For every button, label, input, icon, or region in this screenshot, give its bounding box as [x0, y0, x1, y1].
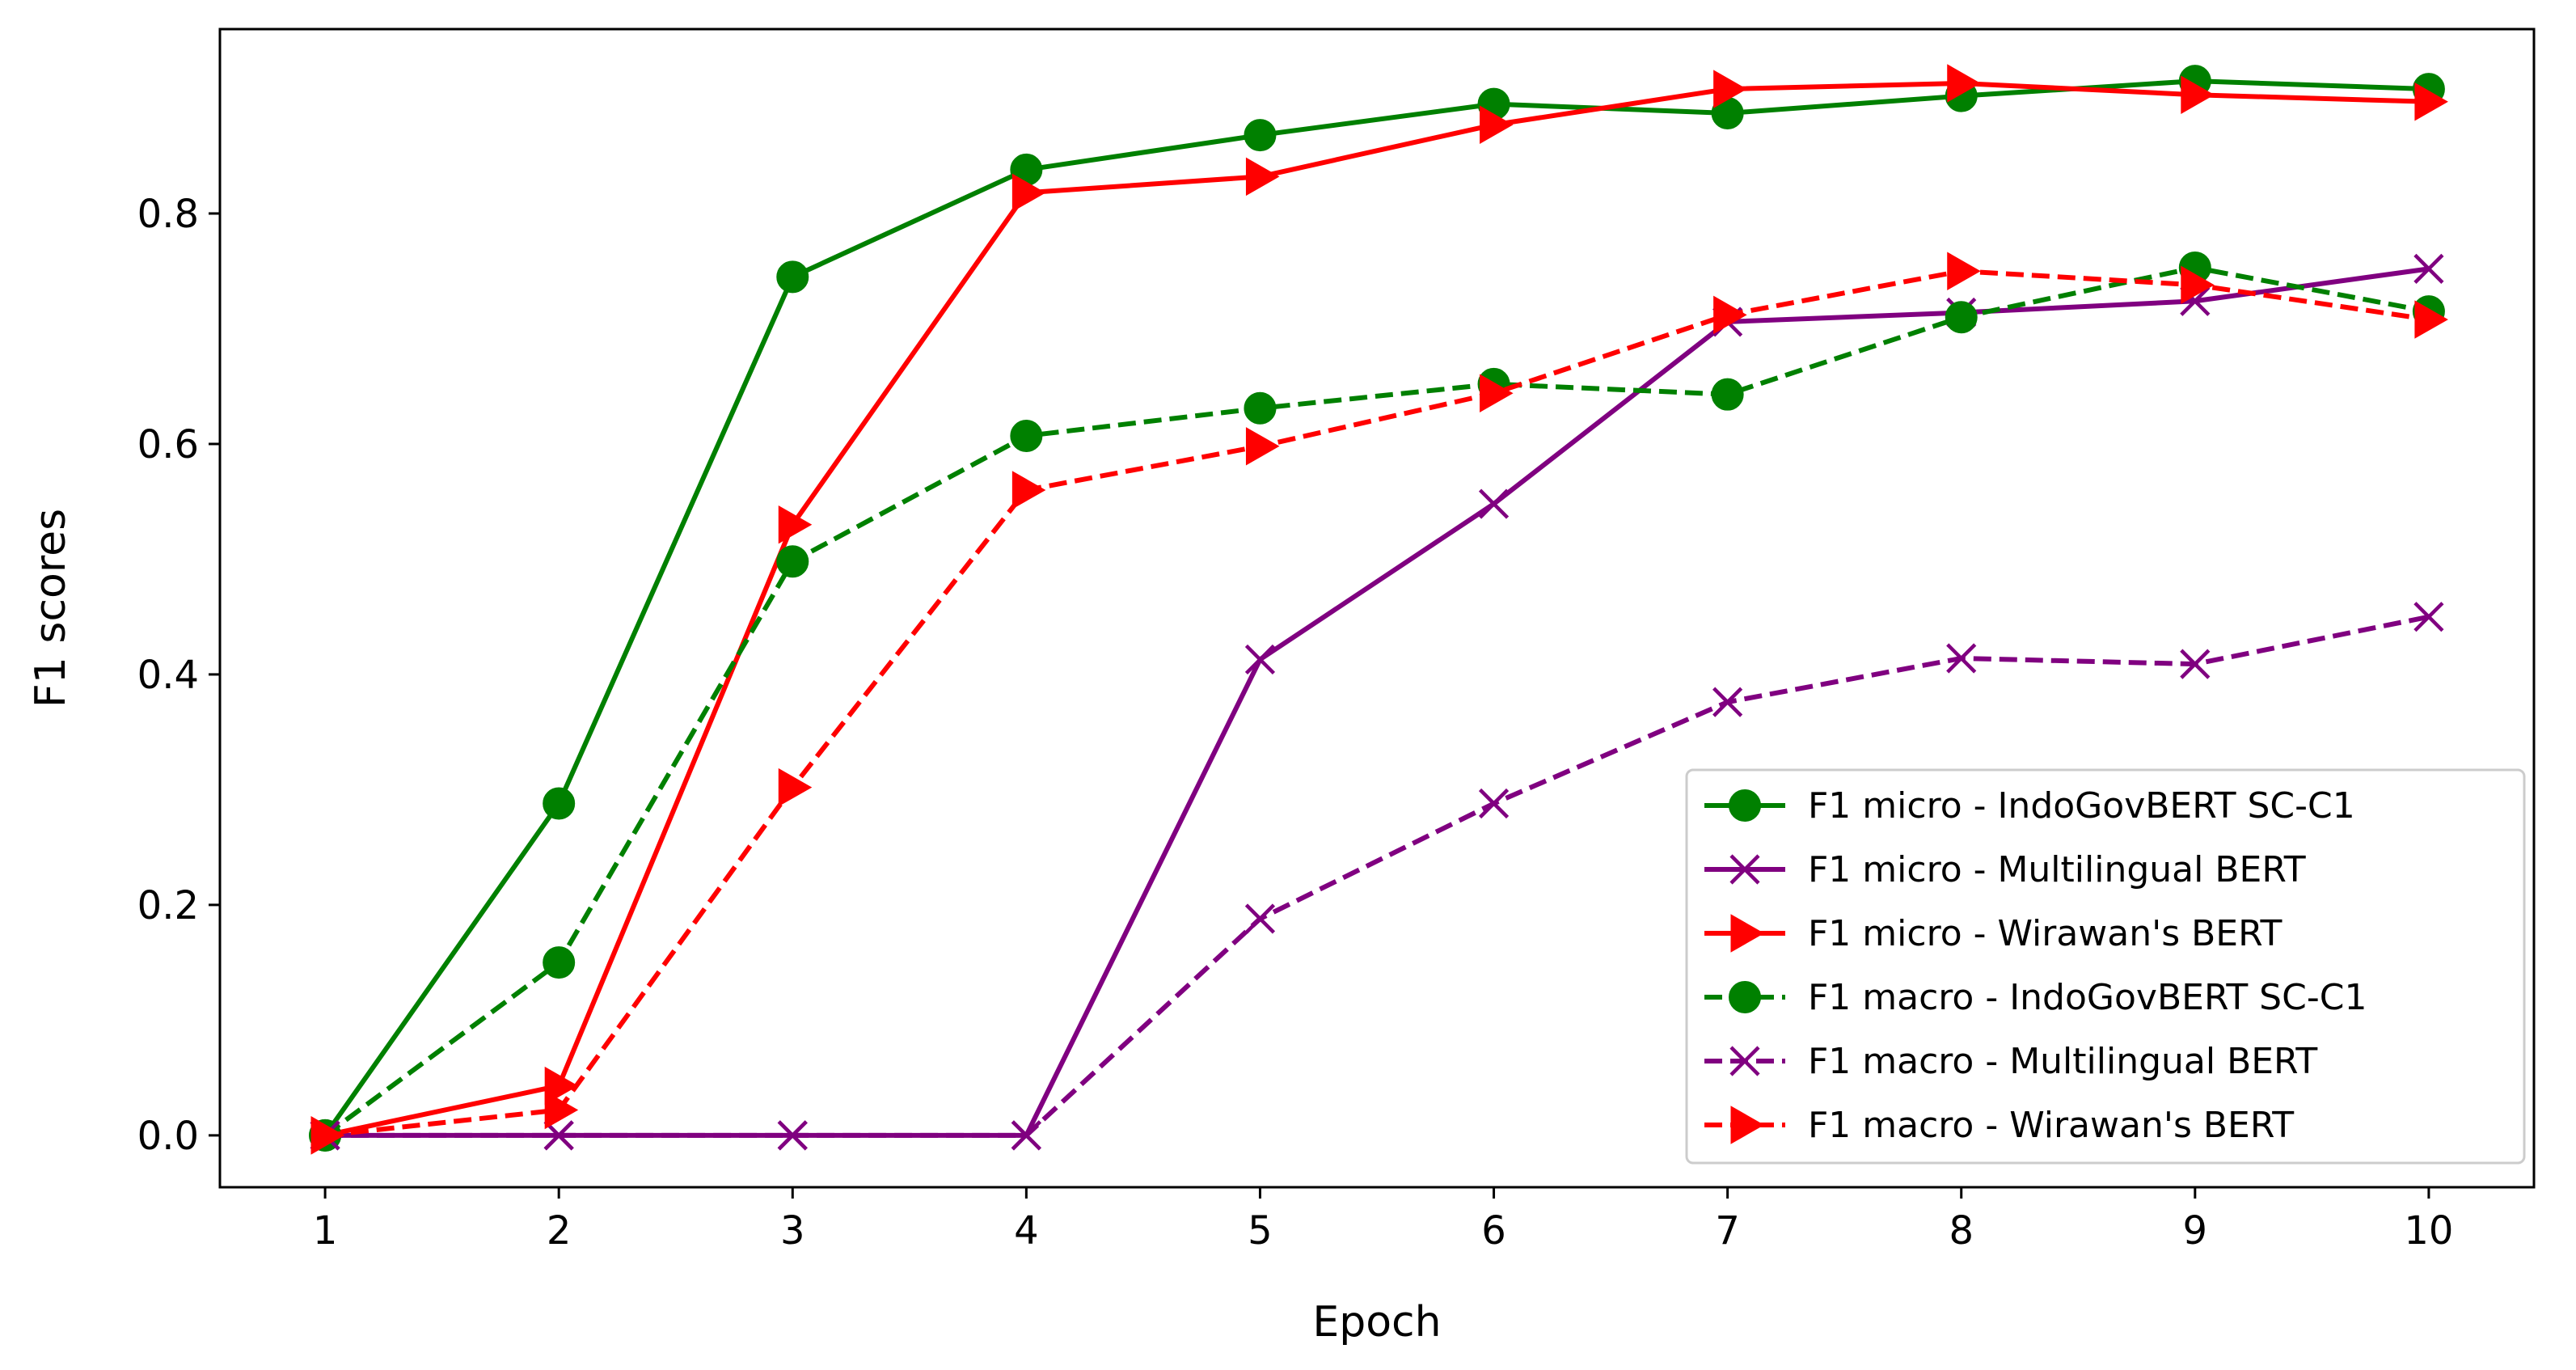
data-point-f1-macro-indogovbert-sc-c1-epoch-3: [776, 545, 809, 578]
x-tick-label-5: 5: [1248, 1208, 1273, 1254]
series-f1-macro-wirawan-s-bert: [310, 252, 2448, 1155]
data-point-f1-micro-wirawan-s-bert-epoch-3: [778, 505, 813, 544]
x-tick-label-1: 1: [313, 1208, 338, 1254]
data-point-f1-micro-wirawan-s-bert-epoch-6: [1480, 105, 1514, 144]
data-point-f1-macro-indogovbert-sc-c1-epoch-7: [1711, 378, 1744, 411]
legend-marker-f1-macro-wirawan-s-bert: [1730, 1106, 1765, 1144]
data-point-f1-micro-wirawan-s-bert-epoch-4: [1011, 173, 1046, 213]
y-tick-label-0: 0.0: [137, 1114, 199, 1159]
x-axis-label: Epoch: [1312, 1298, 1441, 1347]
series-line-f1-micro-wirawan-s-bert: [324, 80, 2429, 1138]
data-point-f1-micro-multilingual-bert-epoch-10: [2413, 253, 2444, 284]
data-point-f1-micro-indogovbert-sc-c1-epoch-2: [543, 787, 576, 820]
plot-area: [309, 64, 2448, 1155]
legend-marker-f1-micro-wirawan-s-bert: [1730, 914, 1765, 953]
data-point-f1-micro-wirawan-s-bert-epoch-9: [2181, 75, 2215, 114]
series-line-f1-macro-multilingual-bert: [325, 614, 2430, 1138]
data-point-f1-micro-wirawan-s-bert-epoch-7: [1713, 70, 1747, 108]
legend-marker-f1-macro-indogovbert-sc-c1: [1729, 981, 1761, 1013]
y-tick-label-3: 0.6: [137, 422, 199, 467]
legend-marker-f1-micro-multilingual-bert: [1729, 854, 1760, 885]
legend-item-f1-macro-multilingual-bert: F1 macro - Multilingual BERT: [1704, 1041, 2317, 1082]
data-point-f1-macro-multilingual-bert-epoch-5: [1244, 903, 1276, 934]
y-axis-label: F1 scores: [27, 509, 75, 708]
data-point-f1-macro-multilingual-bert-epoch-9: [2180, 649, 2211, 679]
legend-item-f1-micro-indogovbert-sc-c1: F1 micro - IndoGovBERT SC-C1: [1704, 785, 2355, 827]
data-point-f1-macro-multilingual-bert-epoch-3: [777, 1120, 808, 1151]
series-f1-micro-wirawan-s-bert: [310, 64, 2448, 1155]
x-tick-label-9: 9: [2183, 1208, 2208, 1254]
legend-label-f1-macro-multilingual-bert: F1 macro - Multilingual BERT: [1808, 1041, 2317, 1082]
legend-item-f1-macro-wirawan-s-bert: F1 macro - Wirawan's BERT: [1704, 1105, 2294, 1146]
legend-label-f1-micro-wirawan-s-bert: F1 micro - Wirawan's BERT: [1808, 913, 2282, 954]
data-point-f1-macro-wirawan-s-bert-epoch-1: [310, 1116, 345, 1155]
legend-marker-f1-macro-multilingual-bert: [1729, 1046, 1760, 1076]
x-tick-label-8: 8: [1949, 1208, 1974, 1254]
data-point-f1-macro-wirawan-s-bert-epoch-6: [1480, 374, 1514, 412]
x-tick-label-7: 7: [1715, 1208, 1740, 1254]
legend-item-f1-micro-multilingual-bert: F1 micro - Multilingual BERT: [1704, 849, 2306, 890]
legend-label-f1-micro-indogovbert-sc-c1: F1 micro - IndoGovBERT SC-C1: [1808, 785, 2355, 827]
data-point-f1-micro-wirawan-s-bert-epoch-2: [544, 1066, 579, 1106]
data-point-f1-macro-indogovbert-sc-c1-epoch-2: [543, 946, 576, 979]
axes-frame: [218, 27, 2536, 1189]
data-point-f1-macro-multilingual-bert-epoch-6: [1478, 788, 1510, 819]
x-tick-label-2: 2: [547, 1208, 572, 1254]
x-tick-label-6: 6: [1481, 1208, 1506, 1254]
legend-label-f1-micro-multilingual-bert: F1 micro - Multilingual BERT: [1808, 849, 2306, 890]
y-tick-label-2: 0.4: [137, 653, 199, 698]
data-point-f1-macro-wirawan-s-bert-epoch-5: [1245, 427, 1280, 466]
data-point-f1-macro-wirawan-s-bert-epoch-7: [1713, 295, 1747, 335]
legend-box: [1685, 768, 2526, 1165]
x-tick-label-10: 10: [2404, 1208, 2453, 1254]
data-point-f1-macro-indogovbert-sc-c1-epoch-5: [1244, 391, 1277, 425]
legend-marker-f1-micro-indogovbert-sc-c1: [1729, 789, 1761, 822]
data-point-f1-macro-wirawan-s-bert-epoch-2: [544, 1090, 579, 1130]
y-tick-label-4: 0.8: [137, 192, 199, 237]
series-line-f1-macro-indogovbert-sc-c1: [323, 264, 2430, 1138]
legend: F1 micro - IndoGovBERT SC-C1 F1 micro - M…: [1685, 768, 2526, 1165]
legend-item-f1-macro-indogovbert-sc-c1: F1 macro - IndoGovBERT SC-C1: [1704, 977, 2367, 1018]
data-point-f1-macro-multilingual-bert-epoch-8: [1946, 643, 1977, 674]
series-f1-macro-multilingual-bert: [310, 602, 2444, 1151]
x-tick-label-4: 4: [1014, 1208, 1039, 1254]
x-tick-label-3: 3: [780, 1208, 805, 1254]
legend-label-f1-macro-wirawan-s-bert: F1 macro - Wirawan's BERT: [1808, 1105, 2294, 1146]
data-point-f1-micro-indogovbert-sc-c1-epoch-5: [1244, 119, 1277, 152]
data-point-f1-macro-multilingual-bert-epoch-10: [2413, 602, 2444, 632]
data-point-f1-macro-wirawan-s-bert-epoch-4: [1011, 471, 1046, 510]
legend-item-f1-micro-wirawan-s-bert: F1 micro - Wirawan's BERT: [1704, 913, 2282, 954]
data-point-f1-micro-multilingual-bert-epoch-6: [1478, 488, 1510, 519]
data-point-f1-micro-wirawan-s-bert-epoch-5: [1245, 157, 1280, 197]
data-point-f1-micro-indogovbert-sc-c1-epoch-3: [776, 260, 809, 294]
data-point-f1-micro-wirawan-s-bert-epoch-8: [1947, 64, 1981, 103]
data-point-f1-micro-multilingual-bert-epoch-5: [1244, 644, 1276, 674]
data-point-f1-macro-multilingual-bert-epoch-4: [1011, 1120, 1041, 1151]
y-tick-label-1: 0.2: [137, 883, 199, 928]
data-point-f1-macro-wirawan-s-bert-epoch-3: [778, 767, 813, 807]
data-point-f1-macro-multilingual-bert-epoch-7: [1712, 687, 1743, 717]
data-point-f1-macro-wirawan-s-bert-epoch-10: [2414, 300, 2448, 339]
data-point-f1-macro-indogovbert-sc-c1-epoch-4: [1010, 419, 1043, 452]
axes: 1 2 3 4 5 6 7 8 9 10 0.0 0.2 0.4 0.6 0.8: [137, 27, 2536, 1254]
data-point-f1-macro-wirawan-s-bert-epoch-9: [2181, 265, 2215, 305]
legend-label-f1-macro-indogovbert-sc-c1: F1 macro - IndoGovBERT SC-C1: [1808, 977, 2367, 1018]
data-point-f1-micro-wirawan-s-bert-epoch-10: [2414, 82, 2448, 121]
data-point-f1-macro-indogovbert-sc-c1-epoch-8: [1945, 301, 1978, 334]
data-point-f1-macro-wirawan-s-bert-epoch-8: [1947, 252, 1981, 290]
